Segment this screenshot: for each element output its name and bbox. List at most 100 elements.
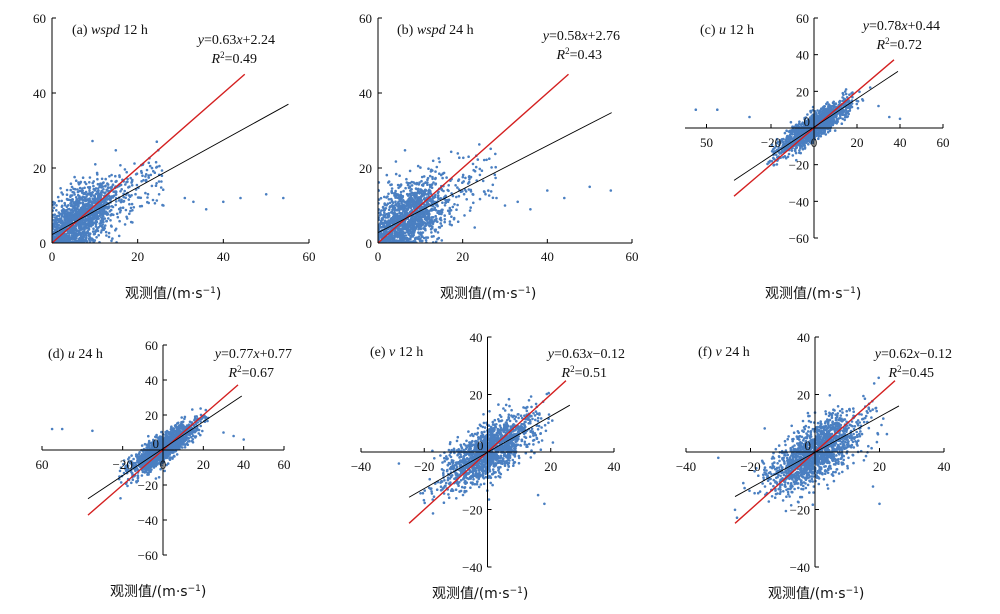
data-point <box>402 199 405 203</box>
data-point <box>96 177 99 181</box>
data-point <box>392 192 396 195</box>
data-point <box>157 180 161 183</box>
data-point <box>426 181 429 184</box>
data-point <box>128 185 131 188</box>
data-point <box>435 165 439 169</box>
outlier-point <box>563 196 566 200</box>
data-point <box>816 109 819 112</box>
data-point <box>413 203 417 207</box>
data-point <box>145 168 149 172</box>
data-point <box>418 224 421 228</box>
data-point <box>469 206 473 209</box>
data-point <box>818 134 821 137</box>
data-point <box>414 194 417 197</box>
data-point <box>450 215 453 218</box>
data-point <box>98 208 102 212</box>
data-point <box>858 90 861 94</box>
data-point <box>846 115 850 118</box>
data-point <box>102 203 105 206</box>
data-point <box>395 239 398 242</box>
data-point <box>429 227 433 231</box>
data-point <box>88 189 91 193</box>
data-point <box>421 189 424 193</box>
data-point <box>494 152 497 156</box>
data-point <box>395 219 398 223</box>
data-point <box>63 222 66 226</box>
data-point <box>146 192 150 196</box>
data-point <box>391 201 395 205</box>
data-point <box>103 217 107 220</box>
data-point <box>798 143 801 147</box>
data-point <box>435 203 438 206</box>
x-tick-label: 40 <box>894 135 907 150</box>
data-point <box>782 155 785 159</box>
data-point <box>437 236 441 240</box>
data-point <box>61 239 64 243</box>
data-point <box>126 484 129 488</box>
data-point <box>844 108 848 111</box>
y-tick-label: 40 <box>359 86 372 101</box>
data-point <box>117 234 121 238</box>
data-point <box>807 143 810 146</box>
data-point <box>114 180 117 183</box>
data-point <box>804 139 808 142</box>
data-point <box>387 214 390 217</box>
data-point <box>429 224 433 227</box>
data-point <box>456 152 460 155</box>
data-point <box>393 211 396 214</box>
data-point <box>149 173 153 177</box>
data-point <box>81 219 84 222</box>
data-point <box>430 184 433 187</box>
data-point <box>122 462 125 466</box>
data-point <box>69 195 72 199</box>
data-point <box>119 209 122 212</box>
outlier-point <box>888 115 891 119</box>
y-tick-label: 60 <box>33 11 46 26</box>
data-point <box>101 185 105 188</box>
data-point <box>840 122 844 125</box>
data-point <box>770 159 774 163</box>
data-point <box>399 190 403 194</box>
data-point <box>793 125 796 129</box>
data-point <box>93 207 97 211</box>
data-point <box>110 185 114 188</box>
data-point <box>389 219 393 222</box>
data-point <box>57 223 61 227</box>
data-point <box>478 143 481 146</box>
data-point <box>86 217 89 221</box>
data-point <box>490 166 493 169</box>
data-point <box>472 201 475 205</box>
data-point <box>412 223 416 227</box>
data-point <box>786 138 789 141</box>
data-point <box>389 197 393 201</box>
outlier-point <box>898 117 902 121</box>
data-point <box>420 183 424 187</box>
data-point <box>388 201 392 205</box>
data-point <box>784 156 788 160</box>
data-point <box>89 221 92 225</box>
data-point <box>494 176 497 180</box>
data-point <box>400 216 404 219</box>
data-point <box>71 231 74 235</box>
data-point <box>766 162 769 166</box>
data-point <box>114 203 117 207</box>
outlier-point <box>264 193 268 196</box>
data-point <box>848 93 851 96</box>
data-point <box>434 176 437 180</box>
data-point <box>794 128 797 131</box>
data-point <box>104 177 107 181</box>
data-point <box>410 232 414 235</box>
data-point <box>52 234 55 238</box>
data-point <box>402 203 406 207</box>
data-point <box>410 196 414 200</box>
x-tick-label: 60 <box>937 135 950 150</box>
data-point <box>487 194 491 197</box>
data-point <box>199 420 202 423</box>
data-point <box>69 229 73 233</box>
outlier-point <box>162 204 165 207</box>
data-point <box>109 219 112 222</box>
data-point <box>128 212 131 216</box>
data-point <box>437 197 440 201</box>
data-point <box>442 171 446 175</box>
